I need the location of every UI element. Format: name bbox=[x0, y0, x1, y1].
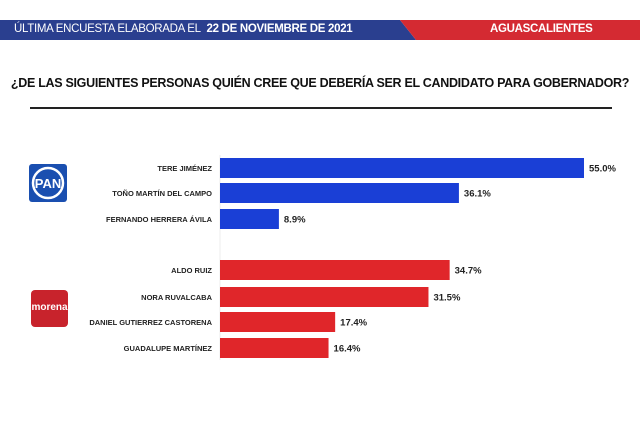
chart-question: ¿DE LAS SIGUIENTES PERSONAS QUIÉN CREE Q… bbox=[10, 76, 630, 90]
data-label: 8.9% bbox=[284, 215, 306, 226]
category-label: NORA RUVALCABA bbox=[141, 293, 212, 302]
svg-text:PAN: PAN bbox=[35, 176, 61, 191]
category-label: TOÑO MARTÍN DEL CAMPO bbox=[112, 189, 212, 198]
bar bbox=[220, 183, 459, 203]
data-label: 31.5% bbox=[433, 293, 460, 304]
bar bbox=[220, 260, 450, 280]
pan-logo: PAN bbox=[29, 164, 67, 202]
header-band bbox=[0, 20, 640, 40]
date-prefix: ÚLTIMA ENCUESTA ELABORADA EL bbox=[14, 23, 201, 35]
morena-logo: morena bbox=[31, 290, 68, 327]
bar bbox=[220, 312, 336, 332]
data-label: 55.0% bbox=[589, 164, 616, 175]
category-label: GUADALUPE MARTÍNEZ bbox=[124, 344, 213, 353]
category-label: FERNANDO HERRERA ÁVILA bbox=[106, 215, 213, 224]
category-label: DANIEL GUTIERREZ CASTORENA bbox=[89, 318, 212, 327]
bar bbox=[220, 287, 429, 307]
data-label: 36.1% bbox=[464, 189, 491, 200]
data-label: 16.4% bbox=[334, 344, 361, 355]
category-label: ALDO RUIZ bbox=[171, 266, 212, 275]
category-label: TERE JIMÉNEZ bbox=[157, 164, 212, 173]
survey-date: ÚLTIMA ENCUESTA ELABORADA EL 22 DE NOVIE… bbox=[14, 23, 353, 35]
data-label: 34.7% bbox=[455, 266, 482, 277]
bar bbox=[220, 158, 584, 178]
bar bbox=[220, 209, 279, 229]
divider bbox=[30, 107, 612, 109]
bar bbox=[220, 338, 329, 358]
svg-text:morena: morena bbox=[31, 302, 68, 313]
date-value: 22 DE NOVIEMBRE DE 2021 bbox=[206, 23, 353, 35]
data-label: 17.4% bbox=[340, 318, 367, 329]
region-label: AGUASCALIENTES bbox=[490, 23, 593, 35]
